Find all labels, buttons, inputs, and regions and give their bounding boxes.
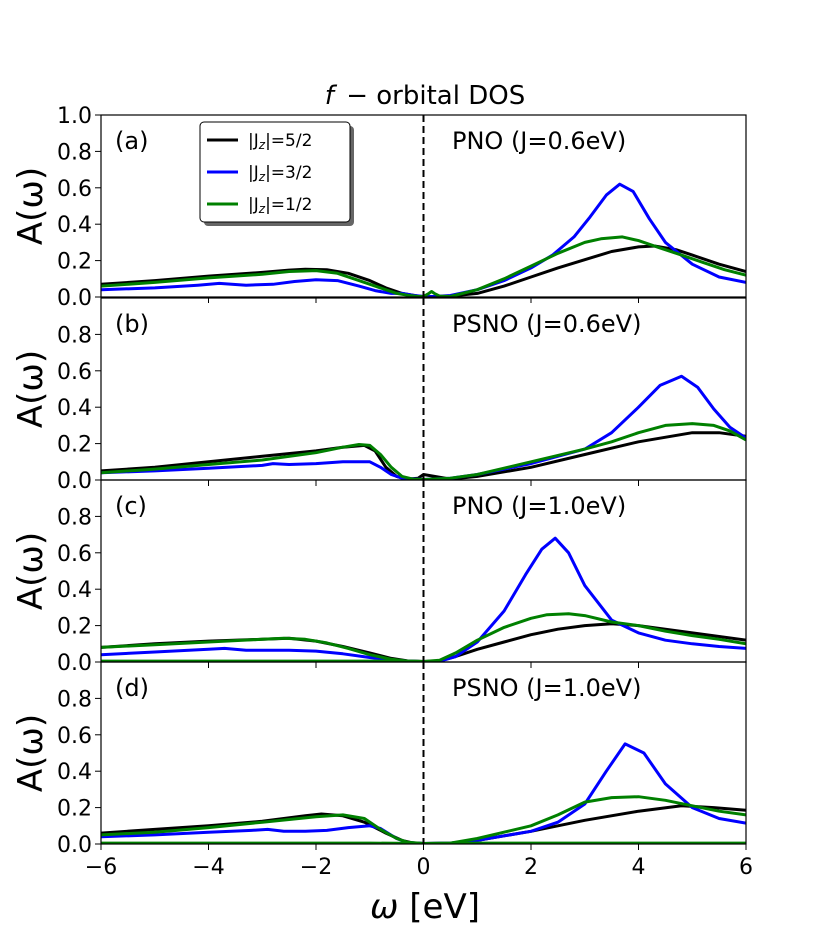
panel-annotation: PNO (J=0.6eV) [452, 127, 626, 155]
x-axis-symbol: ω [370, 887, 398, 927]
x-tick-label: 6 [739, 855, 753, 880]
panel-letter: (c) [115, 492, 147, 520]
y-axis-label: A(ω) [11, 532, 51, 610]
x-axis-unit: [eV] [409, 887, 480, 927]
legend-box [199, 121, 351, 223]
y-axis-label: A(ω) [11, 350, 51, 428]
y-tick-label: 0.2 [57, 433, 92, 458]
figure-title: f − orbital DOS [325, 81, 525, 111]
legend-label: |Jz|=3/2 [248, 163, 312, 184]
y-tick-label: 0.6 [57, 542, 92, 567]
y-tick-label: 0.4 [57, 396, 92, 421]
x-axis-label: ω [eV] [370, 887, 480, 927]
x-tick-label: −6 [85, 855, 117, 880]
x-tick-label: −2 [300, 855, 332, 880]
x-tick-label: 0 [417, 855, 431, 880]
y-tick-label: 0.6 [57, 177, 92, 202]
series-line-2 [101, 422, 746, 480]
legend-label: |Jz|=1/2 [248, 195, 312, 216]
panel-letter: (d) [115, 674, 149, 702]
x-tick-label: 2 [524, 855, 538, 880]
y-tick-label: 0.8 [57, 505, 92, 530]
legend-label: |Jz|=5/2 [248, 131, 312, 152]
y-tick-label: 0.4 [57, 578, 92, 603]
y-axis-label: A(ω) [11, 167, 51, 245]
panel-c: 0.0 0.2 0.4 0.6 0.8 (c) PNO (J=1.0eV) A(ω) [11, 479, 747, 676]
y-tick-label: 0.4 [57, 213, 92, 238]
x-tick-label: 4 [632, 855, 646, 880]
legend: |Jz|=5/2 |Jz|=3/2 |Jz|=1/2 [199, 121, 354, 226]
panel-b: 0.0 0.2 0.4 0.6 0.8 (b) PSNO (J=0.6eV) A(ω) [11, 297, 747, 494]
panel-annotation: PSNO (J=0.6eV) [452, 310, 641, 338]
series-line-2 [101, 612, 746, 662]
y-tick-label: 0.6 [57, 360, 92, 385]
y-tick-label: 0.0 [57, 286, 92, 311]
y-tick-label: 0.8 [57, 140, 92, 165]
y-tick-label: 0.8 [57, 687, 92, 712]
x-tick-label: −4 [192, 855, 224, 880]
title-rest: − orbital DOS [346, 81, 525, 111]
series-line-3 [101, 636, 424, 662]
panel-annotation: PNO (J=1.0eV) [452, 492, 626, 520]
title-italic: f [325, 81, 338, 111]
y-tick-label: 0.2 [57, 615, 92, 640]
panel-annotation: PSNO (J=1.0eV) [452, 674, 641, 702]
y-tick-label: 0.2 [57, 250, 92, 275]
series-line-2 [101, 235, 746, 297]
series-group [101, 536, 746, 662]
y-tick-label: 0.8 [57, 323, 92, 348]
panel-a: 0.0 0.2 0.4 0.6 0.8 1.0 (a) PNO (J=0.6eV) A(ω) [11, 104, 747, 311]
series-line-1 [101, 536, 746, 662]
y-tick-label: 0.6 [57, 724, 92, 749]
panel-letter: (b) [115, 310, 149, 338]
y-tick-label: 1.0 [57, 104, 92, 129]
panel-d: 0.0 0.2 0.4 0.6 0.8 −6 −4 −2 0 2 4 6 (d) PSNO (J=1.0e… [11, 661, 753, 880]
y-tick-label: 0.2 [57, 797, 92, 822]
y-tick-label: 0.4 [57, 760, 92, 785]
panel-letter: (a) [115, 127, 148, 155]
y-tick-label: 0.0 [57, 833, 92, 858]
y-tick-label: 0.0 [57, 651, 92, 676]
y-axis-label: A(ω) [11, 714, 51, 792]
y-tick-label: 0.0 [57, 469, 92, 494]
